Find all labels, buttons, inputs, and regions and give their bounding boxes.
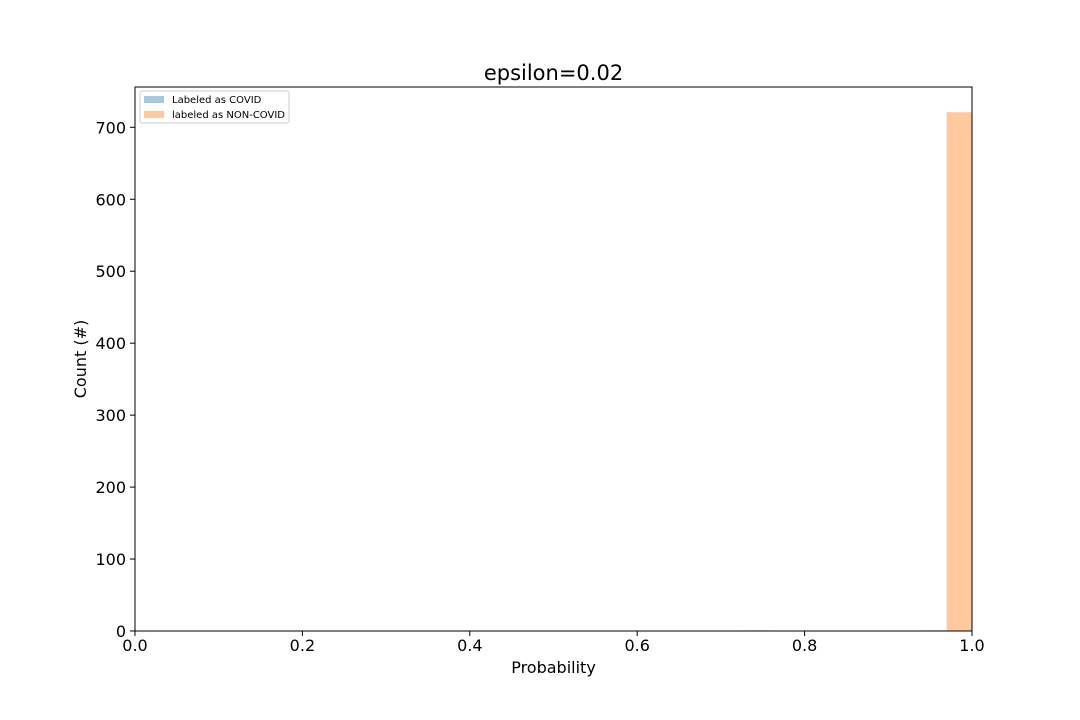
bars-layer: [743, 112, 972, 632]
x-tick-label: 0.2: [290, 636, 315, 655]
y-tick-label: 600: [95, 190, 126, 209]
x-tick-label: 0.0: [122, 636, 147, 655]
legend-swatch-non-covid: [144, 111, 164, 118]
legend-swatch-covid: [144, 96, 164, 103]
plot-frame: [134, 86, 973, 632]
histogram-bar: [946, 112, 972, 632]
y-axis-title: Count (#): [71, 320, 90, 399]
y-tick-label: 400: [95, 334, 126, 353]
x-axis-title: Probability: [511, 658, 596, 677]
legend-box: [139, 90, 290, 124]
x-tick-label: 0.6: [624, 636, 649, 655]
y-tick-label: 700: [95, 118, 126, 137]
legend: Labeled as COVID labeled as NON-COVID: [139, 90, 290, 124]
y-tick-label: 0: [116, 622, 126, 641]
x-tick-label: 1.0: [959, 636, 984, 655]
legend-label-non-covid: labeled as NON-COVID: [172, 110, 285, 121]
y-tick-label: 100: [95, 550, 126, 569]
legend-label-covid: Labeled as COVID: [172, 95, 262, 106]
y-tick-label: 300: [95, 406, 126, 425]
x-tick-label: 0.4: [457, 636, 482, 655]
y-axis-ticks: 0 100 200 300 400 500 600 700: [95, 118, 135, 641]
y-tick-label: 200: [95, 478, 126, 497]
x-axis-ticks: 0.0 0.2 0.4 0.6 0.8 1.0: [122, 631, 985, 655]
x-tick-label: 0.8: [792, 636, 817, 655]
chart-title: epsilon=0.02: [484, 61, 623, 85]
y-tick-label: 500: [95, 262, 126, 281]
